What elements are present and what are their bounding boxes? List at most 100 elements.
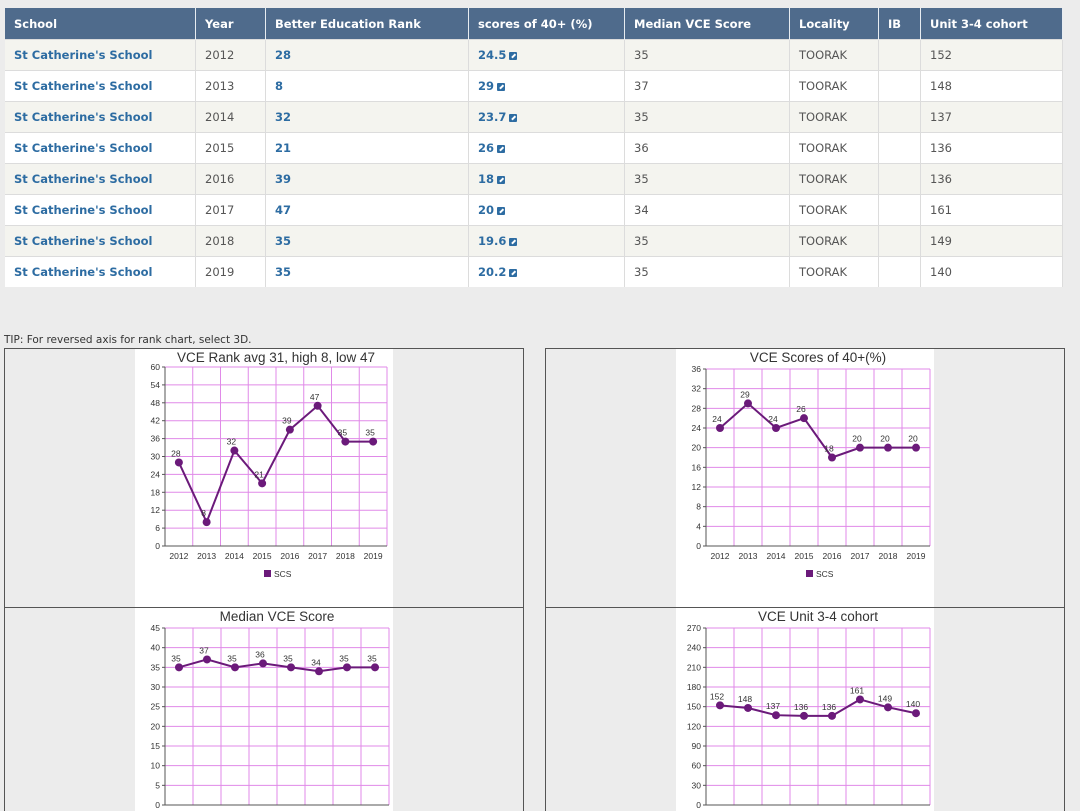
scores-40-link[interactable]: 23.7: [468, 101, 625, 133]
ib-cell: [878, 163, 921, 195]
school-link-text: St Catherine's School: [14, 234, 153, 248]
col-header-locality[interactable]: Locality: [789, 8, 879, 40]
x-tick-label: 2016: [823, 551, 842, 561]
locality-cell-text: TOORAK: [799, 203, 848, 217]
locality-cell: TOORAK: [789, 256, 879, 287]
data-point: [230, 446, 239, 455]
rank-link-text: 35: [275, 265, 292, 279]
rank-link[interactable]: 8: [265, 70, 469, 102]
year-cell: 2012: [195, 39, 266, 71]
cohort-cell: 161: [920, 194, 1063, 226]
scores-40-link[interactable]: 18: [468, 163, 625, 195]
school-link[interactable]: St Catherine's School: [5, 163, 196, 195]
median-chart-panel: Median VCE Score051015202530354045201220…: [4, 607, 524, 811]
median-chart: Median VCE Score051015202530354045201220…: [151, 609, 390, 811]
data-label: 24: [768, 414, 778, 424]
cohort-cell-text: 136: [930, 172, 952, 186]
data-point: [772, 711, 780, 720]
school-link[interactable]: St Catherine's School: [5, 256, 196, 287]
year-cell-text: 2015: [205, 141, 235, 155]
col-header-ib[interactable]: IB: [878, 8, 921, 40]
y-tick-label: 30: [692, 780, 702, 790]
y-tick-label: 24: [692, 423, 702, 433]
scores-40-link[interactable]: 29: [468, 70, 625, 102]
external-link-icon[interactable]: [509, 52, 518, 60]
y-tick-label: 120: [687, 721, 701, 731]
data-point: [175, 663, 183, 672]
external-link-icon[interactable]: [509, 269, 518, 277]
data-label: 8: [201, 508, 206, 518]
external-link-icon[interactable]: [509, 238, 518, 246]
school-link[interactable]: St Catherine's School: [5, 225, 196, 257]
year-cell-text: 2012: [205, 48, 235, 62]
data-label: 161: [850, 685, 864, 695]
data-point: [800, 711, 808, 720]
scores-40-link[interactable]: 24.5: [468, 39, 625, 71]
data-point: [884, 703, 892, 712]
school-link[interactable]: St Catherine's School: [5, 70, 196, 102]
data-point: [258, 479, 267, 488]
y-tick-label: 12: [692, 482, 702, 492]
school-link[interactable]: St Catherine's School: [5, 39, 196, 71]
year-cell-text: 2017: [205, 203, 235, 217]
rank-link[interactable]: 35: [265, 256, 469, 287]
external-link-icon[interactable]: [497, 83, 506, 91]
series-line: [177, 404, 374, 525]
school-link[interactable]: St Catherine's School: [5, 101, 196, 133]
external-link-icon[interactable]: [497, 176, 506, 184]
data-label: 35: [367, 653, 377, 663]
external-link-icon[interactable]: [497, 145, 506, 153]
rank-link[interactable]: 21: [265, 132, 469, 164]
scores-40-link[interactable]: 19.6: [468, 225, 625, 257]
data-point: [174, 458, 183, 467]
external-link-icon[interactable]: [509, 114, 518, 122]
cohort-chart-panel: VCE Unit 3-4 cohort 0 30 60 90 120 150 180 210 24…: [545, 607, 1065, 811]
scores-40-link[interactable]: 20.2: [468, 256, 625, 287]
scores-40-link-text: 29: [478, 79, 495, 93]
school-link[interactable]: St Catherine's School: [5, 194, 196, 226]
y-tick-label: 20: [692, 443, 702, 453]
locality-cell: TOORAK: [789, 39, 879, 71]
x-tick-label: 2015: [795, 551, 814, 561]
y-tick-label: 42: [151, 416, 161, 426]
y-tick-label: 28: [692, 403, 702, 413]
year-cell: 2017: [195, 194, 266, 226]
col-header-rank[interactable]: Better Education Rank: [265, 8, 469, 40]
legend-label: SCS: [274, 569, 292, 579]
x-tick-label: 2019: [907, 551, 926, 561]
school-link-text: St Catherine's School: [14, 172, 153, 186]
rank-chart-tip: TIP: For reversed axis for rank chart, s…: [4, 334, 252, 346]
data-point: [315, 667, 323, 676]
scores-40-link[interactable]: 20: [468, 194, 625, 226]
col-header-year[interactable]: Year: [195, 8, 266, 40]
data-point: [371, 663, 379, 672]
rank-link[interactable]: 28: [265, 39, 469, 71]
external-link-icon[interactable]: [497, 207, 506, 215]
y-tick-label: 210: [687, 662, 701, 672]
y-tick-label: 25: [151, 702, 161, 712]
col-header-scores-40[interactable]: scores of 40+ (%): [468, 8, 625, 40]
data-point: [231, 663, 239, 672]
y-tick-label: 60: [151, 362, 161, 372]
data-label: 21: [254, 469, 264, 479]
school-link[interactable]: St Catherine's School: [5, 132, 196, 164]
school-link-text: St Catherine's School: [14, 110, 153, 124]
col-header-median[interactable]: Median VCE Score: [624, 8, 790, 40]
rank-link[interactable]: 35: [265, 225, 469, 257]
table-row: St Catherine's School 2013 8 29 37 TOORAK 148: [5, 70, 1063, 102]
scores-40-link[interactable]: 26: [468, 132, 625, 164]
col-header-school[interactable]: School: [5, 8, 196, 40]
cohort-chart: VCE Unit 3-4 cohort 0 30 60 90 120 150 180 210 24…: [687, 609, 931, 811]
rank-link[interactable]: 32: [265, 101, 469, 133]
data-point: [313, 401, 322, 410]
data-label: 36: [255, 649, 265, 659]
data-point: [341, 437, 350, 446]
rank-link[interactable]: 47: [265, 194, 469, 226]
table-row: St Catherine's School 2012 28 24.5 35 TOORAK 1…: [5, 39, 1063, 71]
col-header-cohort[interactable]: Unit 3-4 cohort: [920, 8, 1063, 40]
series-line: [719, 402, 916, 459]
cohort-cell-text: 161: [930, 203, 952, 217]
y-tick-label: 6: [155, 523, 160, 533]
year-cell-text: 2013: [205, 79, 235, 93]
rank-link[interactable]: 39: [265, 163, 469, 195]
